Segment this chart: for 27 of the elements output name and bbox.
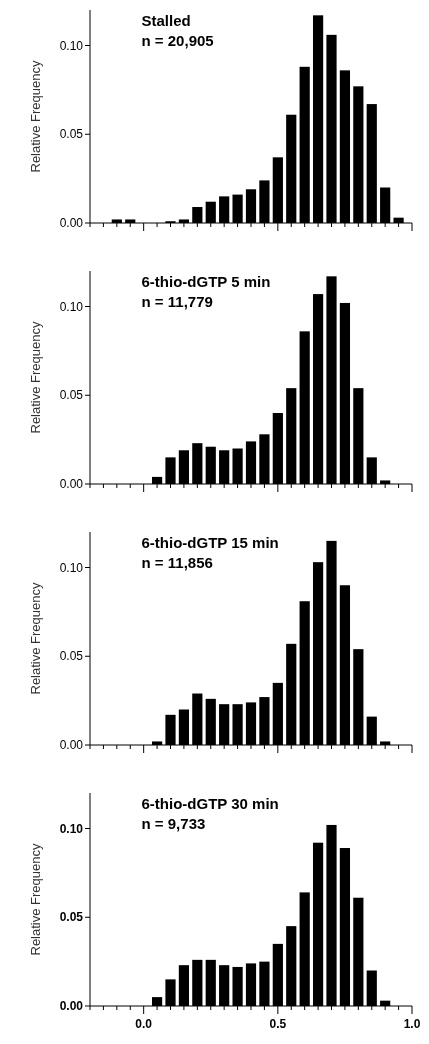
y-tick-label: 0.10: [59, 821, 84, 836]
y-tick-label: 0.10: [59, 38, 84, 53]
text: n = 11,779: [141, 293, 213, 310]
y-tick-label: 0.00: [59, 999, 84, 1014]
y-axis-title: Relative Frequency: [28, 582, 43, 695]
text: n = 20,905: [141, 32, 214, 49]
x-tick-label: 1.0: [403, 1017, 421, 1031]
text: n = 11,856: [141, 554, 213, 571]
y-axis-title: Relative Frequency: [28, 60, 43, 173]
y-tick-label: 0.10: [59, 299, 84, 314]
y-tick-label: 0.05: [59, 649, 84, 664]
x-tick-label: 0.0: [135, 1017, 153, 1031]
y-tick-label: 0.05: [59, 127, 84, 142]
y-tick-label: 0.00: [59, 738, 84, 753]
text: n = 9,733: [141, 815, 206, 832]
y-tick-label: 0.05: [59, 388, 84, 403]
y-tick-label: 0.05: [59, 910, 84, 925]
chart-title: Stalled: [141, 12, 191, 29]
y-tick-label: 0.10: [59, 560, 84, 575]
chart-title: 6-thio-dGTP 30 min: [141, 795, 279, 812]
y-axis-title: Relative Frequency: [28, 843, 43, 956]
chart-title: 6-thio-dGTP 15 min: [141, 534, 279, 551]
y-axis-title: Relative Frequency: [28, 321, 43, 434]
y-tick-label: 0.00: [59, 477, 84, 492]
chart-title: 6-thio-dGTP 5 min: [141, 273, 271, 290]
y-tick-label: 0.00: [59, 216, 84, 231]
x-tick-label: 0.5: [269, 1017, 287, 1031]
